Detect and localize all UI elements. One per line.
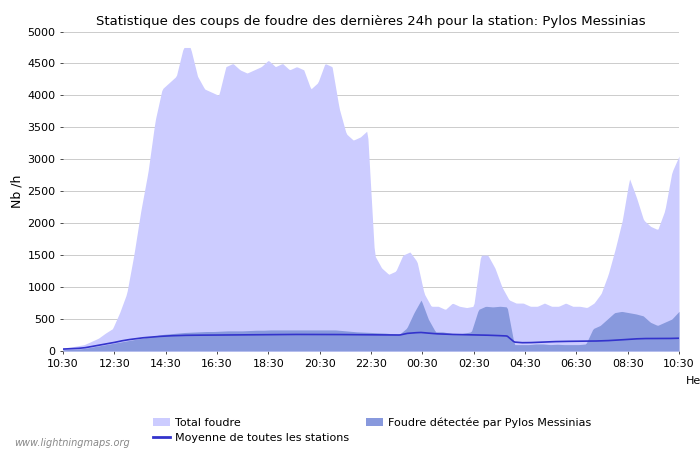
Legend: Total foudre, Moyenne de toutes les stations, Foudre détectée par Pylos Messinia: Total foudre, Moyenne de toutes les stat…	[148, 413, 596, 448]
Text: Heure: Heure	[686, 376, 700, 386]
Title: Statistique des coups de foudre des dernières 24h pour la station: Pylos Messini: Statistique des coups de foudre des dern…	[96, 14, 646, 27]
Y-axis label: Nb /h: Nb /h	[10, 175, 23, 208]
Text: www.lightningmaps.org: www.lightningmaps.org	[14, 438, 130, 448]
